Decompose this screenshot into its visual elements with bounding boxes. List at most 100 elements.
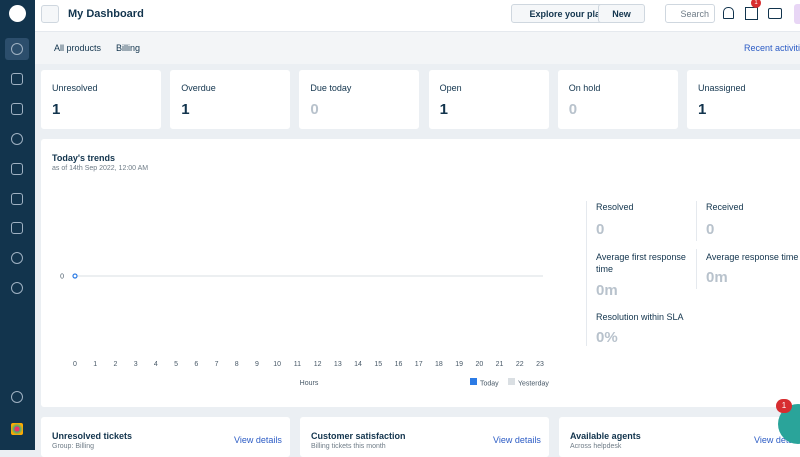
x-axis-label: Hours — [300, 380, 319, 387]
nav-icon[interactable] — [11, 133, 23, 145]
x-tick-label: 5 — [174, 361, 178, 368]
nav-icon[interactable] — [11, 391, 23, 403]
notification-badge: 1 — [751, 0, 761, 8]
metrics-divider — [696, 249, 697, 289]
x-tick-label: 3 — [134, 361, 138, 368]
x-tick-label: 17 — [415, 361, 423, 368]
metric-value: 0m — [706, 269, 728, 286]
x-tick-label: 7 — [215, 361, 219, 368]
metric-value: 0 — [596, 221, 605, 238]
widget-title: Available agents — [570, 431, 641, 441]
logo — [9, 5, 26, 22]
view-details[interactable]: View details — [234, 435, 282, 445]
widget-title: Unresolved tickets — [52, 431, 133, 441]
stat-value: 0 — [568, 101, 578, 118]
nav-icon[interactable] — [11, 282, 23, 294]
stat-value: 1 — [698, 101, 707, 118]
x-tick-label: 15 — [374, 361, 382, 368]
new-label: New — [612, 8, 631, 19]
x-tick-label: 2 — [113, 361, 117, 368]
stat-card: On hold 0 — [557, 70, 678, 129]
x-tick-label: 21 — [496, 361, 504, 368]
stat-label: Unassigned — [698, 83, 746, 93]
filter-bar: All products Billing Recent activities — [35, 32, 800, 64]
nav-icon[interactable] — [11, 43, 23, 55]
chat-button[interactable] — [778, 404, 800, 444]
sidebar — [0, 0, 35, 450]
explore-button[interactable]: Explore your plan — [511, 4, 624, 23]
metric-label: Received — [706, 202, 744, 212]
widget-title: Customer satisfaction — [311, 431, 406, 441]
avatar[interactable] — [794, 4, 800, 24]
nav-icon[interactable] — [11, 252, 23, 264]
x-tick-label: 1 — [93, 361, 97, 368]
products-filter[interactable]: All products — [54, 43, 102, 53]
x-tick-label: 13 — [334, 361, 342, 368]
metric-label: Average response time — [706, 252, 799, 262]
widget-subtitle: Across helpdesk — [570, 443, 622, 450]
apps[interactable] — [11, 423, 23, 435]
widget-card: Unresolved tickets Group: Billing View det… — [41, 417, 290, 457]
metrics-divider — [586, 201, 587, 346]
gift[interactable] — [745, 7, 758, 20]
stat-card: Open 1 — [428, 70, 549, 129]
stat-card: Due today 0 — [299, 70, 420, 129]
stat-value: 1 — [52, 101, 61, 118]
x-tick-label: 11 — [294, 361, 301, 368]
top-bar: My Dashboard Explore your plan New Searc… — [35, 0, 800, 32]
metric-value: 0% — [596, 329, 618, 346]
stat-label: Due today — [310, 83, 352, 93]
x-tick-label: 10 — [273, 361, 281, 368]
recent-activities[interactable]: Recent activities — [744, 43, 800, 53]
series-point — [72, 273, 78, 279]
switcher[interactable] — [768, 8, 782, 19]
widget-subtitle: Group: Billing — [52, 443, 95, 450]
trends-title: Today's trends — [52, 153, 115, 163]
stat-card: Overdue 1 — [170, 70, 291, 129]
x-tick-label: 16 — [395, 361, 403, 368]
nav-icon[interactable] — [11, 163, 23, 175]
chat-badge: 1 — [776, 399, 792, 413]
legend-label: Yesterday — [518, 381, 549, 388]
x-tick-label: 14 — [354, 361, 362, 368]
metric-label: Average first response time — [596, 252, 686, 274]
x-tick-label: 6 — [194, 361, 198, 368]
trends-panel: Today's trends as of 14th Sep 2022, 12:0… — [41, 139, 800, 407]
x-tick-label: 20 — [475, 361, 483, 368]
search-label: Search — [680, 8, 709, 19]
x-tick-label: 4 — [154, 361, 158, 368]
stat-value: 0 — [310, 101, 319, 118]
nav-icon[interactable] — [11, 103, 23, 115]
page-title: My Dashboard — [68, 8, 144, 20]
metrics-divider — [696, 201, 697, 241]
search[interactable]: Search — [665, 4, 715, 23]
nav-icon[interactable] — [11, 73, 23, 85]
metric-value: 0 — [706, 221, 715, 238]
legend-swatch — [470, 378, 477, 385]
legend-label: Today — [480, 381, 499, 388]
view-details[interactable]: View details — [493, 435, 541, 445]
stat-label: Overdue — [181, 83, 216, 93]
group-filter[interactable]: Billing — [116, 43, 141, 53]
widget-subtitle: Billing tickets this month — [311, 443, 386, 450]
x-tick-label: 18 — [435, 361, 443, 368]
stat-value: 1 — [439, 101, 448, 118]
x-tick-label: 19 — [455, 361, 463, 368]
new-button[interactable]: New — [598, 4, 645, 23]
toggle[interactable] — [41, 5, 59, 23]
x-tick-label: 8 — [235, 361, 239, 368]
stat-label: Unresolved — [52, 83, 98, 93]
stat-label: On hold — [568, 83, 601, 93]
metric-label: Resolved — [596, 202, 634, 212]
stat-card: Unresolved 1 — [41, 70, 161, 129]
bell[interactable] — [723, 7, 734, 19]
x-tick-label: 0 — [73, 361, 77, 368]
stat-label: Open — [439, 83, 462, 93]
legend-swatch — [508, 378, 515, 385]
metric-value: 0m — [596, 282, 618, 299]
nav-icon[interactable] — [11, 222, 23, 234]
view-details[interactable]: View details — [754, 435, 800, 445]
nav-icon[interactable] — [11, 193, 23, 205]
